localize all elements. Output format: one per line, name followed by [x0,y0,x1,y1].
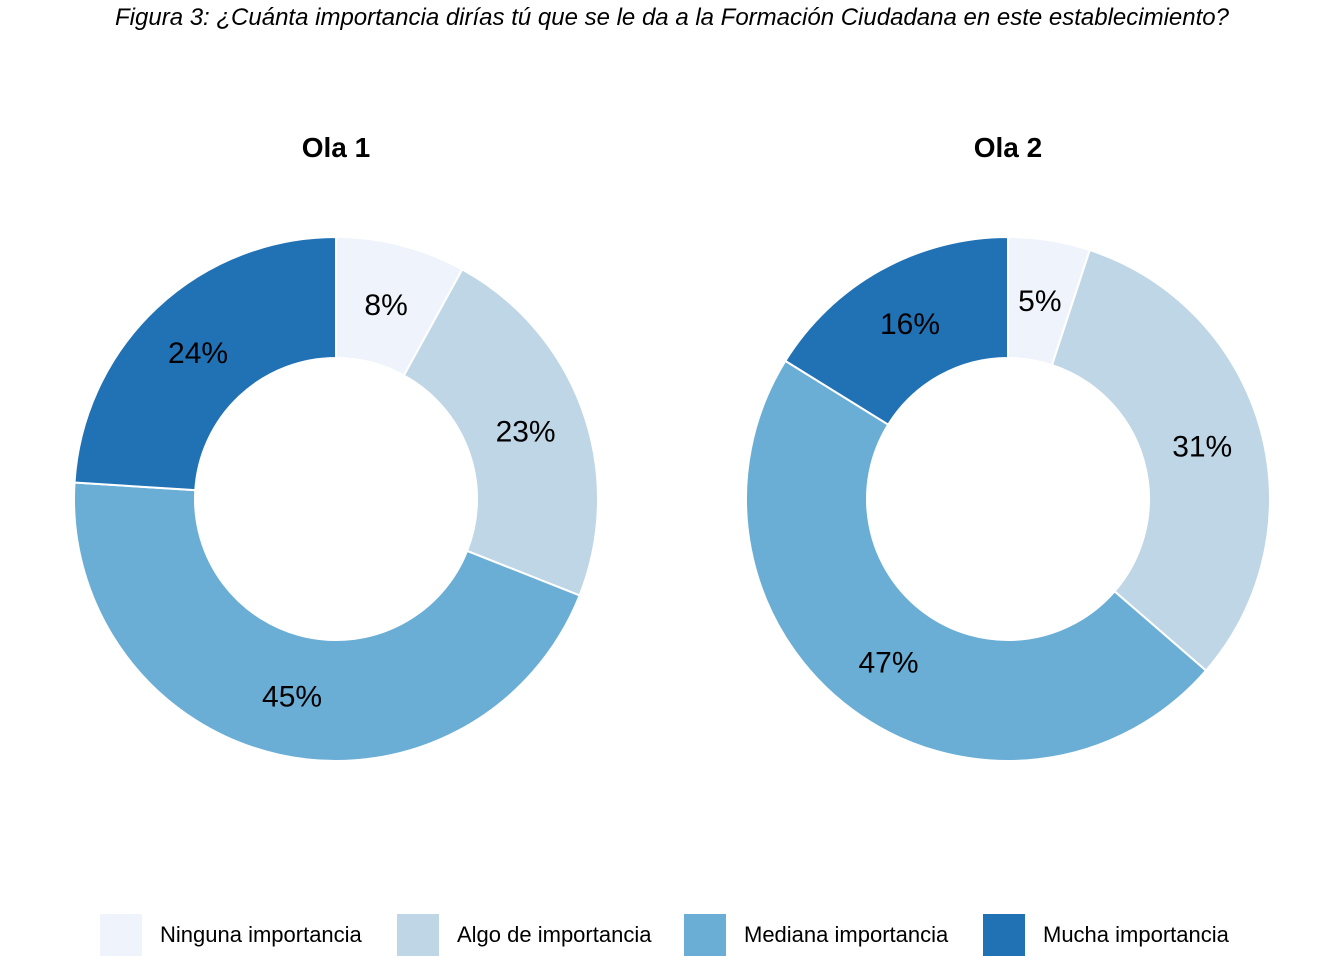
slice-mediana [73,481,581,762]
legend-label: Mediana importancia [744,922,949,947]
data-label-mediana: 47% [859,646,919,679]
data-label-mucha: 16% [880,308,940,341]
chart-ola-1: Ola 1 8% 23% 45% 24% [73,132,599,762]
data-label-algo: 23% [496,416,556,449]
data-label-ninguna: 5% [1018,285,1061,318]
slice-algo [402,268,599,597]
data-label-ninguna: 8% [364,289,407,322]
data-label-mediana: 45% [262,681,322,714]
legend-item-mucha: Mucha importancia [983,913,1229,957]
slice-algo [1050,248,1271,672]
legend-swatch [397,914,439,956]
data-label-mucha: 24% [168,337,228,370]
figure-title: Figura 3: ¿Cuánta importancia dirías tú … [115,4,1229,31]
data-label-algo: 31% [1172,430,1232,463]
chart-title-ola-2: Ola 2 [974,132,1042,163]
labels-ola-2: 5% 31% 47% 16% [859,285,1233,679]
slices-ola-2 [745,235,1271,762]
labels-ola-1: 8% 23% 45% 24% [168,289,556,714]
slice-mediana [745,359,1208,762]
legend-label: Mucha importancia [1043,922,1229,947]
legend-swatch [100,914,142,956]
legend-item-mediana: Mediana importancia [684,913,948,957]
chart-title-ola-1: Ola 1 [302,132,370,163]
legend-label: Algo de importancia [457,922,652,947]
slice-mucha [73,235,337,492]
legend-item-algo: Algo de importancia [397,913,651,957]
slices-ola-1 [73,235,599,762]
slice-mucha [783,235,1009,427]
donut-charts: Ola 1 8% 23% 45% 24% Ola 2 5% 31% 47% 16% [73,132,1271,762]
chart-ola-2: Ola 2 5% 31% 47% 16% [745,132,1271,762]
legend-item-ninguna: Ninguna importancia [100,913,362,957]
legend-swatch [983,914,1025,956]
legend-swatch [684,914,726,956]
legend-label: Ninguna importancia [160,922,362,947]
legend: Ninguna importancia Algo de importancia … [0,913,1344,959]
